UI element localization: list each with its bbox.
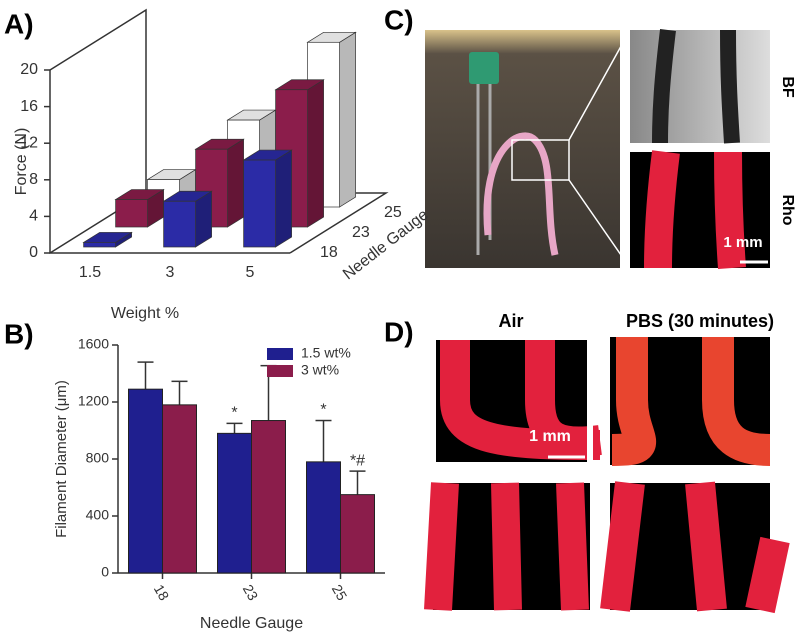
nozzle [469,52,499,84]
bar [243,159,276,248]
scale-label: 1 mm [723,234,762,251]
channel-label: Rho [779,194,796,225]
y-tick-label: 8 [29,171,38,188]
legend-label: 1.5 wt% [301,345,351,361]
depth-label: 23 [352,224,370,241]
x-tick-label: 18 [151,582,173,604]
x-tick-label: 5 [246,264,255,281]
y-tick-label: 20 [20,61,38,78]
filament [611,337,771,466]
y-axis-label: Filament Diameter (μm) [53,380,70,538]
panel-label: B) [4,318,34,349]
y-tick-label: 16 [20,98,38,115]
channel-label: BF [779,76,796,98]
bar [162,404,197,574]
frame [430,334,593,468]
rho-filament [644,150,746,269]
panel-label: D) [384,316,414,347]
bar [115,199,148,228]
x-axis-label: Needle Gauge [200,615,303,632]
x-tick-label: 23 [240,582,262,604]
bar [340,494,375,574]
filament [424,482,589,611]
y-tick-label: 0 [29,244,38,261]
bar-side [227,138,244,228]
bar [217,432,252,574]
y-tick-label: 12 [20,134,38,151]
filament [440,337,602,460]
bar-side [339,31,356,208]
y-tick-label: 800 [86,450,110,466]
legend-swatch [267,348,293,360]
bar-side [275,149,292,248]
scale-label: 1 mm [529,428,571,445]
photo-bg [425,30,620,268]
column-header: Air [498,311,523,331]
zoom-line [568,29,631,269]
significance-label: * [320,402,326,419]
x-axis-label: Weight % [111,305,179,322]
bf-image [630,30,770,143]
photo [425,29,770,269]
y-tick-label: 400 [86,507,110,523]
depth-label: 25 [384,204,402,221]
filament [600,481,790,614]
bar [128,388,163,574]
bar-side [307,79,324,228]
legend-label: 3 wt% [301,362,339,378]
bar [306,461,341,574]
zoom-box [511,139,570,181]
bar [251,420,286,574]
x-tick-label: 3 [166,264,175,281]
x-tick-label: 1.5 [79,264,101,281]
column-header: PBS (30 minutes) [626,311,774,331]
bar [83,242,116,248]
y-tick-label: 1600 [78,336,109,352]
depth-label: 18 [320,244,338,261]
panel-label: C) [384,4,414,35]
y-tick-label: 1200 [78,393,109,409]
micrographs [424,334,790,614]
significance-label: *# [350,452,365,469]
y-tick-label: 4 [29,208,38,225]
panel-label: A) [4,8,34,39]
bf-filament [652,29,740,144]
y-axis-label: Force (N) [13,128,30,196]
legend-swatch [267,365,293,377]
significance-label: * [231,405,237,422]
y-tick-label: 0 [101,564,109,580]
x-tick-label: 25 [329,582,351,604]
bar [163,200,196,248]
